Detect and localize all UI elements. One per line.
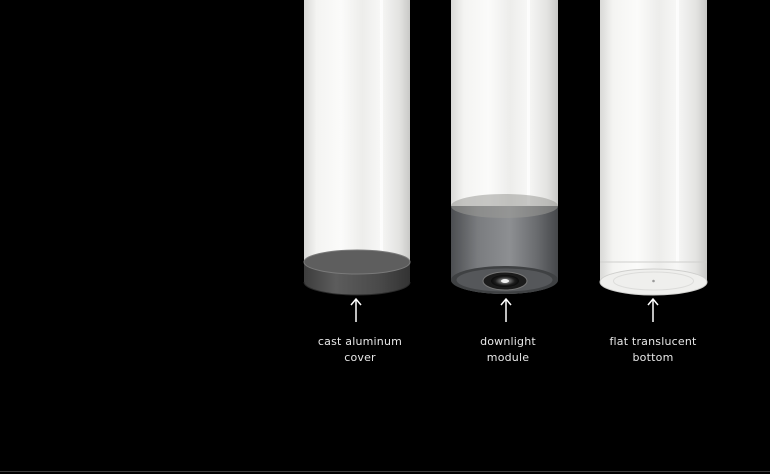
pendant-flat-translucent-bottom: [599, 0, 708, 296]
option-label-line: module: [486, 351, 530, 364]
bottom-divider: [0, 471, 770, 472]
arrow-icon: [500, 297, 512, 322]
option-label-line: cover: [344, 351, 376, 364]
pendant-downlight-module: [451, 0, 558, 294]
option-label-downlight-module: downlight module: [438, 334, 578, 366]
option-label-line: bottom: [632, 351, 674, 364]
arrow-icon: [647, 297, 659, 322]
option-label-flat-translucent-bottom: flat translucent bottom: [583, 334, 723, 366]
arrow-icon: [350, 297, 362, 322]
option-label-line: cast aluminum: [317, 335, 403, 348]
option-label-line: downlight: [480, 335, 536, 348]
option-label-cast-aluminum-cover: cast aluminum cover: [290, 334, 430, 366]
option-label-line: flat translucent: [609, 335, 697, 348]
pendant-cast-aluminum-cover: [303, 0, 411, 296]
